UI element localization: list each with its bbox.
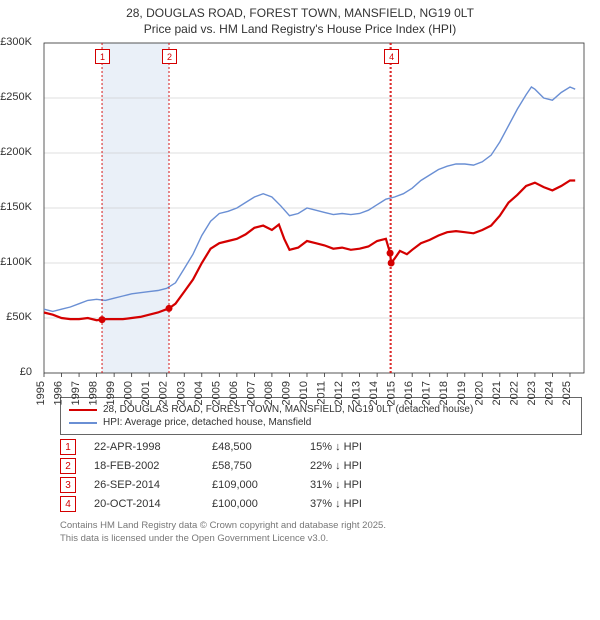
svg-text:2003: 2003 bbox=[175, 381, 187, 405]
transaction-row: 4 20-OCT-2014 £100,000 37% ↓ HPI bbox=[60, 496, 582, 512]
svg-text:2008: 2008 bbox=[263, 381, 275, 405]
svg-text:1997: 1997 bbox=[70, 381, 82, 405]
legend-label-hpi: HPI: Average price, detached house, Mans… bbox=[103, 417, 311, 428]
svg-text:2010: 2010 bbox=[298, 381, 310, 405]
transaction-diff: 15% ↓ HPI bbox=[310, 441, 390, 453]
transaction-date: 26-SEP-2014 bbox=[94, 479, 194, 491]
footer-line1: Contains HM Land Registry data © Crown c… bbox=[60, 520, 582, 532]
transaction-index: 1 bbox=[60, 439, 76, 455]
transaction-row: 3 26-SEP-2014 £109,000 31% ↓ HPI bbox=[60, 477, 582, 493]
svg-text:2025: 2025 bbox=[561, 381, 573, 405]
transaction-diff: 37% ↓ HPI bbox=[310, 498, 390, 510]
transaction-row: 1 22-APR-1998 £48,500 15% ↓ HPI bbox=[60, 439, 582, 455]
svg-text:2017: 2017 bbox=[421, 381, 433, 405]
chart-area: 1995199619971998199920002001200220032004… bbox=[36, 39, 592, 389]
svg-text:2020: 2020 bbox=[473, 381, 485, 405]
title-line1: 28, DOUGLAS ROAD, FOREST TOWN, MANSFIELD… bbox=[0, 6, 600, 22]
ytick-label: £250K bbox=[0, 91, 32, 103]
svg-text:1995: 1995 bbox=[36, 381, 47, 405]
svg-text:2011: 2011 bbox=[316, 381, 328, 405]
svg-text:2001: 2001 bbox=[140, 381, 152, 405]
footer: Contains HM Land Registry data © Crown c… bbox=[60, 520, 582, 545]
svg-text:2016: 2016 bbox=[403, 381, 415, 405]
footer-line2: This data is licensed under the Open Gov… bbox=[60, 533, 582, 545]
svg-text:2002: 2002 bbox=[158, 381, 170, 405]
transaction-diff: 31% ↓ HPI bbox=[310, 479, 390, 491]
svg-text:2014: 2014 bbox=[368, 381, 380, 405]
transaction-price: £100,000 bbox=[212, 498, 292, 510]
transactions-table: 1 22-APR-1998 £48,500 15% ↓ HPI 2 18-FEB-2002… bbox=[60, 439, 582, 512]
ytick-label: £150K bbox=[0, 201, 32, 213]
sale-marker-2: 2 bbox=[162, 49, 177, 64]
svg-text:2019: 2019 bbox=[456, 381, 468, 405]
legend-swatch-hpi bbox=[69, 422, 97, 424]
transaction-index: 2 bbox=[60, 458, 76, 474]
svg-text:2022: 2022 bbox=[508, 381, 520, 405]
svg-text:2006: 2006 bbox=[228, 381, 240, 405]
svg-text:2004: 2004 bbox=[193, 381, 205, 405]
transaction-index: 3 bbox=[60, 477, 76, 493]
transaction-diff: 22% ↓ HPI bbox=[310, 460, 390, 472]
chart-title: 28, DOUGLAS ROAD, FOREST TOWN, MANSFIELD… bbox=[0, 0, 600, 39]
svg-text:2000: 2000 bbox=[123, 381, 135, 405]
transaction-date: 22-APR-1998 bbox=[94, 441, 194, 453]
transaction-date: 18-FEB-2002 bbox=[94, 460, 194, 472]
ytick-label: £300K bbox=[0, 36, 32, 48]
svg-text:2021: 2021 bbox=[491, 381, 503, 405]
legend-row-hpi: HPI: Average price, detached house, Mans… bbox=[69, 417, 573, 428]
transaction-row: 2 18-FEB-2002 £58,750 22% ↓ HPI bbox=[60, 458, 582, 474]
ytick-label: £100K bbox=[0, 256, 32, 268]
ytick-label: £200K bbox=[0, 146, 32, 158]
svg-text:2024: 2024 bbox=[543, 381, 555, 405]
svg-text:2015: 2015 bbox=[386, 381, 398, 405]
svg-text:1998: 1998 bbox=[88, 381, 100, 405]
chart-svg: 1995 1996 1997 1998 1999 2000 2001 2002 2003 2004… bbox=[36, 39, 592, 409]
svg-text:2023: 2023 bbox=[526, 381, 538, 405]
svg-text:1996: 1996 bbox=[53, 381, 65, 405]
transaction-price: £58,750 bbox=[212, 460, 292, 472]
ytick-label: £0 bbox=[20, 366, 32, 378]
sale-marker-4: 4 bbox=[384, 49, 399, 64]
svg-text:1999: 1999 bbox=[105, 381, 117, 405]
transaction-price: £109,000 bbox=[212, 479, 292, 491]
svg-text:2007: 2007 bbox=[245, 381, 257, 405]
svg-text:2005: 2005 bbox=[210, 381, 222, 405]
title-line2: Price paid vs. HM Land Registry's House … bbox=[0, 22, 600, 38]
svg-text:2018: 2018 bbox=[438, 381, 450, 405]
svg-text:2009: 2009 bbox=[280, 381, 292, 405]
transaction-price: £48,500 bbox=[212, 441, 292, 453]
sale-marker-1: 1 bbox=[95, 49, 110, 64]
ytick-label: £50K bbox=[6, 311, 32, 323]
transaction-index: 4 bbox=[60, 496, 76, 512]
svg-text:2012: 2012 bbox=[333, 381, 345, 405]
transaction-date: 20-OCT-2014 bbox=[94, 498, 194, 510]
svg-text:2013: 2013 bbox=[351, 381, 363, 405]
